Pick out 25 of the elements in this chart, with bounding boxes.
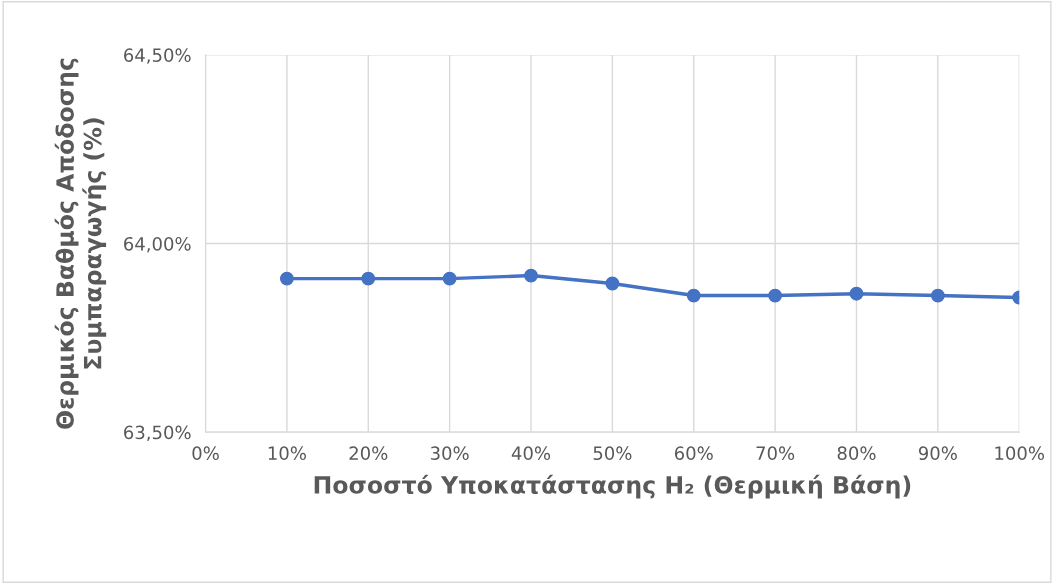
- x-tick-label: 90%: [918, 446, 957, 461]
- x-tick-label: 100%: [995, 446, 1045, 461]
- x-axis-title: Ποσοστό Υποκατάστασης H₂ (Θερμική Βάση): [314, 474, 911, 499]
- y-tick-label: 64,00%: [124, 236, 191, 253]
- x-tick-label: 60%: [674, 446, 713, 461]
- point: [768, 288, 783, 303]
- x-tick-label: 40%: [511, 446, 551, 461]
- point: [849, 286, 864, 301]
- y-tick-label: 63,50%: [124, 425, 191, 442]
- point: [524, 268, 538, 283]
- y-axis-title: Θερμικός Βαθμός Απόδοσης Συμπαραγωγής (%): [54, 58, 107, 429]
- x-tick-label: 50%: [593, 446, 632, 461]
- point: [361, 271, 376, 286]
- x-tick-label: 30%: [430, 446, 469, 461]
- x-tick-label: 70%: [756, 446, 795, 461]
- point: [686, 288, 701, 303]
- x-tick-label: 80%: [837, 446, 876, 461]
- point: [279, 271, 294, 286]
- x-tick-label: 0%: [192, 446, 219, 461]
- point: [605, 276, 620, 291]
- point: [930, 288, 945, 303]
- y-tick-label: 64,50%: [124, 48, 191, 64]
- point: [442, 271, 457, 286]
- x-tick-label: 20%: [349, 446, 388, 461]
- x-tick-label: 10%: [268, 446, 306, 461]
